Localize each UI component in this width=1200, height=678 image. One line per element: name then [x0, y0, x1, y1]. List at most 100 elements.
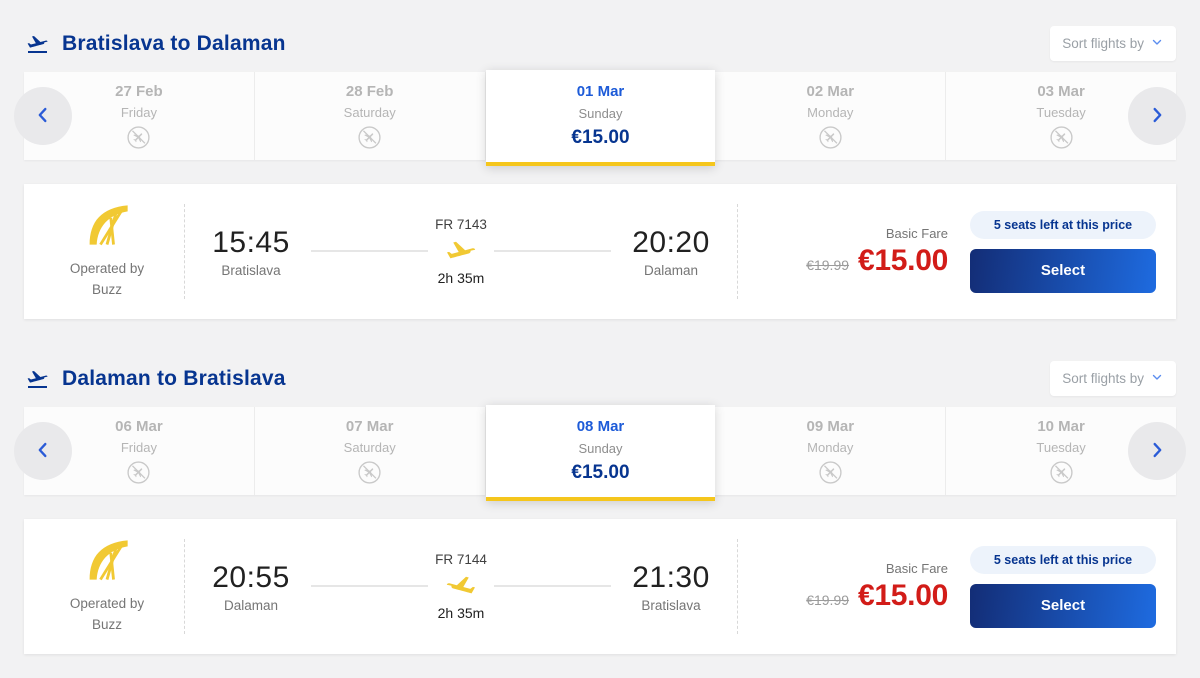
dashed-divider — [184, 539, 185, 634]
carousel-prev-button[interactable] — [14, 87, 72, 145]
sort-flights-dropdown[interactable]: Sort flights by — [1050, 361, 1176, 396]
section-header: Dalaman to Bratislava Sort flights by — [24, 361, 1176, 396]
no-flights-icon — [1049, 460, 1074, 485]
select-flight-button[interactable]: Select — [970, 248, 1156, 293]
fare-type-label: Basic Fare — [885, 560, 948, 576]
route-line — [494, 585, 611, 587]
flight-card: Operated by Buzz 20:55 Dalaman FR 7144 — [24, 519, 1176, 654]
departure-city: Bratislava — [221, 262, 281, 278]
ryanair-harp-logo-icon — [82, 203, 132, 252]
departure-block: 15:45 Bratislava — [205, 226, 297, 278]
day-label: Monday — [807, 104, 854, 120]
action-column: 5 seats left at this price Select — [970, 545, 1156, 628]
date-cell-06-mar[interactable]: 06 Mar Friday — [24, 407, 255, 495]
chevron-down-icon — [1150, 370, 1164, 387]
no-flights-icon — [357, 460, 382, 485]
date-carousel: 27 Feb Friday 28 Feb Saturday 01 Mar Sun… — [14, 70, 1186, 166]
date-label: 27 Feb — [115, 82, 163, 100]
chevron-right-icon — [1146, 104, 1168, 129]
operated-by-label: Operated by — [69, 596, 145, 612]
date-cell-02-mar[interactable]: 02 Mar Monday — [715, 72, 947, 160]
fare-block: Basic Fare €19.99 €15.00 — [752, 226, 964, 278]
route-line — [494, 250, 611, 252]
operated-by-text: Operated by Buzz — [70, 594, 144, 635]
departure-time: 20:55 — [212, 560, 290, 594]
action-column: 5 seats left at this price Select — [970, 210, 1156, 293]
no-flights-icon — [818, 460, 843, 485]
route-info: 15:45 Bratislava FR 7143 2h 35m 20:20 Da… — [199, 217, 723, 286]
sort-flights-dropdown[interactable]: Sort flights by — [1050, 26, 1176, 61]
date-cell-10-mar[interactable]: 10 Mar Tuesday — [946, 407, 1176, 495]
chevron-right-icon — [1146, 439, 1168, 464]
seats-left-badge: 5 seats left at this price — [970, 545, 1156, 574]
date-label: 02 Mar — [806, 82, 855, 100]
route-track — [311, 574, 611, 598]
date-label: 07 Mar — [345, 417, 394, 435]
date-cell-01-mar-selected[interactable]: 01 Mar Sunday €15.00 — [485, 70, 716, 166]
route-line — [311, 250, 428, 252]
departure-time: 15:45 — [212, 225, 290, 259]
plane-left-icon — [444, 574, 478, 598]
date-label: 03 Mar — [1037, 82, 1085, 100]
date-label: 28 Feb — [345, 82, 394, 100]
plane-right-icon — [444, 239, 478, 263]
operator-name: Buzz — [91, 616, 122, 632]
route-title: Bratislava to Dalaman — [62, 31, 286, 55]
arrival-block: 21:30 Bratislava — [625, 561, 717, 613]
date-label: 10 Mar — [1037, 417, 1085, 435]
arrival-time: 20:20 — [632, 225, 710, 259]
dashed-divider — [737, 539, 738, 634]
date-cell-07-mar[interactable]: 07 Mar Saturday — [255, 407, 486, 495]
date-label: 01 Mar — [576, 83, 625, 100]
no-flights-icon — [818, 125, 843, 150]
flight-duration: 2h 35m — [437, 270, 485, 286]
carousel-next-button[interactable] — [1128, 422, 1186, 480]
operated-by-text: Operated by Buzz — [70, 259, 144, 300]
date-price: €15.00 — [571, 127, 630, 148]
operator-column: Operated by Buzz — [44, 203, 170, 300]
date-cell-03-mar[interactable]: 03 Mar Tuesday — [946, 72, 1176, 160]
fare-type-label: Basic Fare — [885, 225, 948, 241]
chevron-left-icon — [32, 104, 54, 129]
day-label: Tuesday — [1036, 439, 1086, 455]
route-line — [311, 585, 428, 587]
day-label: Sunday — [578, 441, 623, 456]
route-info: 20:55 Dalaman FR 7144 2h 35m 21:30 Brati… — [199, 552, 723, 621]
date-price: €15.00 — [571, 462, 630, 483]
day-label: Friday — [120, 104, 157, 120]
no-flights-icon — [126, 460, 151, 485]
arrival-city: Bratislava — [641, 597, 701, 613]
current-price: €15.00 — [858, 243, 948, 277]
select-flight-button[interactable]: Select — [970, 583, 1156, 628]
day-label: Saturday — [343, 439, 396, 455]
carousel-prev-button[interactable] — [14, 422, 72, 480]
current-price: €15.00 — [858, 578, 948, 612]
sort-flights-label: Sort flights by — [1062, 371, 1144, 386]
ryanair-harp-logo-icon — [82, 538, 132, 587]
route-track — [311, 239, 611, 263]
route-middle: FR 7143 2h 35m — [297, 217, 625, 286]
date-cell-09-mar[interactable]: 09 Mar Monday — [715, 407, 947, 495]
arrival-city: Dalaman — [643, 262, 699, 278]
flight-number: FR 7143 — [435, 217, 487, 232]
outbound-section: Bratislava to Dalaman Sort flights by 27… — [14, 26, 1186, 319]
carousel-next-button[interactable] — [1128, 87, 1186, 145]
date-cell-27-feb[interactable]: 27 Feb Friday — [24, 72, 255, 160]
flight-number: FR 7144 — [435, 552, 487, 567]
route-middle: FR 7144 2h 35m — [297, 552, 625, 621]
day-label: Sunday — [578, 106, 623, 121]
date-cell-08-mar-selected[interactable]: 08 Mar Sunday €15.00 — [485, 405, 716, 501]
date-cell-28-feb[interactable]: 28 Feb Saturday — [255, 72, 486, 160]
original-price: €19.99 — [806, 591, 850, 608]
fare-block: Basic Fare €19.99 €15.00 — [752, 561, 964, 613]
flight-takeoff-icon — [24, 367, 51, 391]
day-label: Saturday — [343, 104, 396, 120]
flight-card: Operated by Buzz 15:45 Bratislava FR 714… — [24, 184, 1176, 319]
route-title: Dalaman to Bratislava — [62, 366, 286, 390]
arrival-time: 21:30 — [632, 560, 710, 594]
no-flights-icon — [126, 125, 151, 150]
no-flights-icon — [357, 125, 382, 150]
operated-by-label: Operated by — [69, 261, 145, 277]
date-label: 06 Mar — [115, 417, 163, 435]
